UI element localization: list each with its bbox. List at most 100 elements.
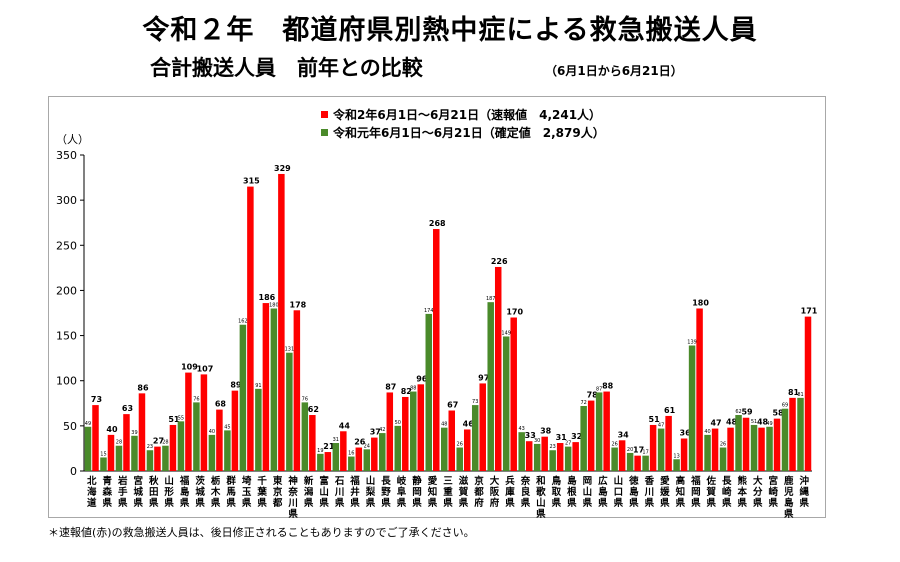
x-tick-label: 愛知県 [427, 475, 438, 509]
bar-current-42 [727, 427, 734, 471]
data-label-previous: 162 [238, 319, 248, 325]
data-label-current: 96 [416, 374, 428, 383]
data-label-current: 268 [429, 219, 446, 228]
data-label-current: 58 [772, 409, 784, 418]
x-tick-label: 北海道 [87, 475, 97, 509]
x-tick-label: 栃木県 [210, 475, 221, 509]
x-tick-label: 茨城県 [195, 475, 205, 509]
y-tick-label: 150 [56, 330, 77, 343]
y-tick-label: 50 [63, 420, 77, 433]
data-label-previous: 91 [255, 383, 261, 389]
y-tick-label: 250 [56, 239, 77, 252]
chart-frame [48, 96, 826, 518]
data-label-current: 27 [153, 437, 164, 446]
x-tick-label: 佐賀県 [706, 475, 717, 509]
bar-current-38 [665, 415, 672, 471]
data-label-current: 107 [197, 364, 214, 373]
data-label-current: 17 [633, 446, 644, 455]
legend-swatch-current [321, 111, 328, 118]
bar-previous-2 [100, 457, 107, 471]
bar-current-16 [324, 452, 332, 471]
bar-previous-27 [487, 302, 494, 471]
bar-current-47 [804, 316, 812, 471]
data-label-current: 34 [618, 430, 630, 439]
bar-previous-32 [564, 446, 572, 471]
x-tick-label: 千葉県 [256, 475, 267, 509]
data-label-current: 51 [168, 415, 180, 424]
data-label-previous: 24 [364, 443, 370, 449]
bar-previous-43 [735, 415, 742, 471]
bar-current-11 [247, 186, 254, 471]
bar-previous-23 [425, 313, 433, 471]
data-label-current: 63 [122, 404, 133, 413]
x-tick-label: 神奈川県 [287, 475, 298, 520]
bar-previous-16 [317, 453, 324, 471]
bar-current-5 [154, 446, 161, 471]
x-tick-label: 鳥取県 [552, 475, 562, 509]
bar-current-26 [479, 383, 486, 471]
bar-previous-47 [797, 397, 804, 471]
bar-previous-26 [471, 405, 479, 471]
data-label-previous: 39 [131, 430, 137, 436]
data-label-current: 81 [788, 388, 800, 397]
bar-previous-11 [239, 324, 247, 471]
bar-current-22 [417, 384, 425, 471]
data-label-current: 170 [506, 308, 523, 317]
data-label-previous: 13 [673, 453, 679, 459]
bar-current-25 [463, 429, 471, 471]
data-label-previous: 81 [797, 392, 803, 398]
data-label-previous: 48 [441, 422, 447, 428]
data-label-current: 59 [741, 408, 753, 417]
bar-previous-34 [595, 392, 603, 471]
data-label-current: 171 [801, 307, 818, 316]
data-label-current: 86 [137, 383, 149, 392]
data-label-current: 21 [323, 442, 335, 451]
data-label-previous: 49 [766, 421, 772, 427]
bar-current-32 [572, 442, 579, 471]
y-tick-label: 350 [56, 149, 77, 162]
bar-current-41 [711, 428, 719, 471]
data-label-current: 82 [401, 387, 412, 396]
x-tick-label: 岩手県 [117, 475, 128, 509]
data-label-current: 37 [370, 428, 381, 437]
bar-previous-31 [549, 450, 556, 471]
data-label-current: 61 [664, 406, 676, 415]
data-label-current: 329 [274, 164, 291, 173]
bar-current-2 [107, 434, 115, 471]
data-label-current: 68 [215, 400, 227, 409]
data-label-previous: 87 [596, 386, 602, 392]
legend: 令和2年6月1日～6月21日（速報値 4,241人） 令和元年6月1日～6月21… [321, 107, 605, 140]
bar-current-3 [123, 414, 130, 471]
x-tick-label: 和歌山県 [535, 475, 546, 520]
x-tick-label: 滋賀県 [458, 475, 469, 509]
bar-previous-44 [750, 424, 758, 471]
bar-current-37 [649, 424, 657, 471]
data-label-current: 180 [692, 298, 709, 307]
data-label-current: 89 [230, 381, 242, 390]
data-label-previous: 28 [162, 440, 168, 446]
bar-previous-4 [131, 435, 138, 471]
x-tick-label: 大分県 [753, 475, 763, 509]
chart-subtitle: 合計搬送人員 前年との比較 [150, 56, 423, 80]
bar-current-46 [789, 397, 796, 471]
data-label-current: 97 [478, 373, 489, 382]
x-tick-label: 宮城県 [133, 475, 143, 509]
x-tick-label: 福岡県 [690, 475, 701, 509]
bar-previous-14 [286, 352, 293, 471]
x-tick-label: 山形県 [164, 475, 174, 509]
bar-previous-36 [626, 452, 634, 471]
bar-current-14 [293, 310, 301, 471]
chart-title: 令和２年 都道府県別熱中症による救急搬送人員 [142, 15, 758, 46]
data-label-current: 78 [587, 391, 599, 400]
bar-previous-3 [115, 445, 123, 471]
x-tick-label: 群馬県 [225, 475, 236, 509]
legend-swatch-previous [321, 129, 328, 136]
x-tick-label: 山口県 [614, 475, 624, 509]
data-label-previous: 72 [580, 400, 586, 406]
data-label-current: 178 [290, 300, 307, 309]
bar-current-13 [278, 173, 285, 471]
x-tick-label: 三重県 [443, 476, 453, 509]
x-tick-label: 香川県 [644, 475, 655, 509]
data-label-previous: 16 [348, 451, 354, 457]
data-label-current: 87 [385, 382, 396, 391]
